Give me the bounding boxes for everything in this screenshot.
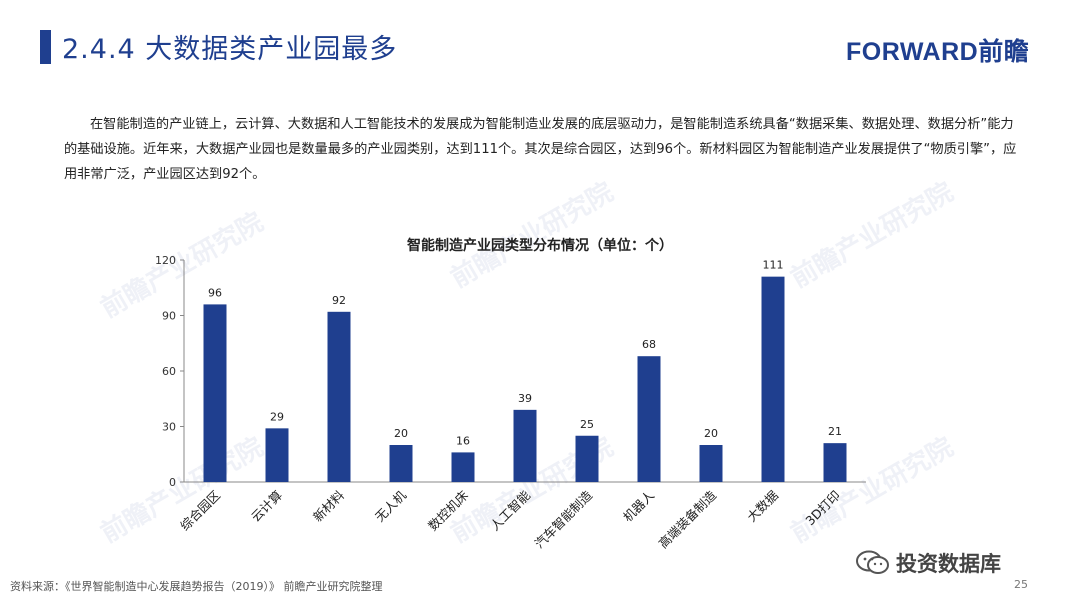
data-label: 39 — [518, 392, 532, 405]
source-note: 资料来源：《世界智能制造中心发展趋势报告（2019）》 前瞻产业研究院整理 — [10, 580, 383, 593]
data-label: 111 — [763, 259, 784, 272]
bar — [451, 452, 475, 482]
x-tick-label: 3D打印 — [802, 488, 843, 529]
x-tick-label: 高端装备制造 — [655, 487, 719, 551]
chart-title: 智能制造产业园类型分布情况（单位：个） — [407, 238, 673, 254]
x-tick-label: 云计算 — [248, 488, 285, 525]
bar — [265, 428, 289, 482]
x-tick-label: 大数据 — [744, 488, 781, 525]
y-tick-label: 90 — [162, 310, 176, 323]
bar — [203, 304, 227, 482]
data-label: 29 — [270, 410, 284, 423]
y-tick-label: 0 — [169, 476, 176, 489]
wechat-brand: 投资数据库 — [856, 548, 1001, 578]
data-label: 20 — [704, 427, 718, 440]
data-label: 68 — [642, 338, 656, 351]
bar — [699, 445, 723, 482]
y-tick-label: 120 — [155, 254, 176, 267]
data-label: 92 — [332, 294, 346, 307]
x-tick-label: 无人机 — [372, 487, 409, 524]
bar — [637, 356, 661, 482]
brand-label: 投资数据库 — [896, 552, 1001, 576]
x-tick-label: 新材料 — [310, 487, 347, 524]
x-tick-label: 机器人 — [620, 487, 657, 524]
x-tick-label: 数控机床 — [425, 487, 471, 533]
x-tick-label: 人工智能 — [487, 487, 533, 533]
bar-chart: 0 30 60 90 120 96 综合园区 29 云计算 92 新材料 20 无人机 16 数控机床 39 人… — [155, 254, 866, 551]
y-tick-label: 60 — [162, 365, 176, 378]
data-label: 20 — [394, 427, 408, 440]
y-tick-label: 30 — [162, 421, 176, 434]
data-label: 96 — [208, 286, 222, 299]
bar — [823, 443, 847, 482]
x-tick-label: 汽车智能制造 — [531, 487, 595, 551]
intro-paragraph: 在智能制造的产业链上，云计算、大数据和人工智能技术的发展成为智能制造业发展的底层… — [64, 117, 1017, 182]
bar — [513, 409, 537, 482]
wechat-icon — [856, 550, 889, 574]
title-accent-bar — [40, 30, 51, 64]
data-label: 16 — [456, 434, 470, 447]
bar — [575, 435, 599, 482]
bar — [327, 311, 351, 482]
page-number: 25 — [1014, 578, 1028, 591]
bar — [761, 276, 785, 482]
x-tick-label: 综合园区 — [177, 488, 223, 534]
forward-logo: FORWARD前瞻 — [846, 38, 1030, 66]
data-label: 25 — [580, 418, 594, 431]
bar — [389, 445, 413, 482]
data-label: 21 — [828, 425, 842, 438]
page-title: 2.4.4 大数据类产业园最多 — [62, 34, 398, 65]
